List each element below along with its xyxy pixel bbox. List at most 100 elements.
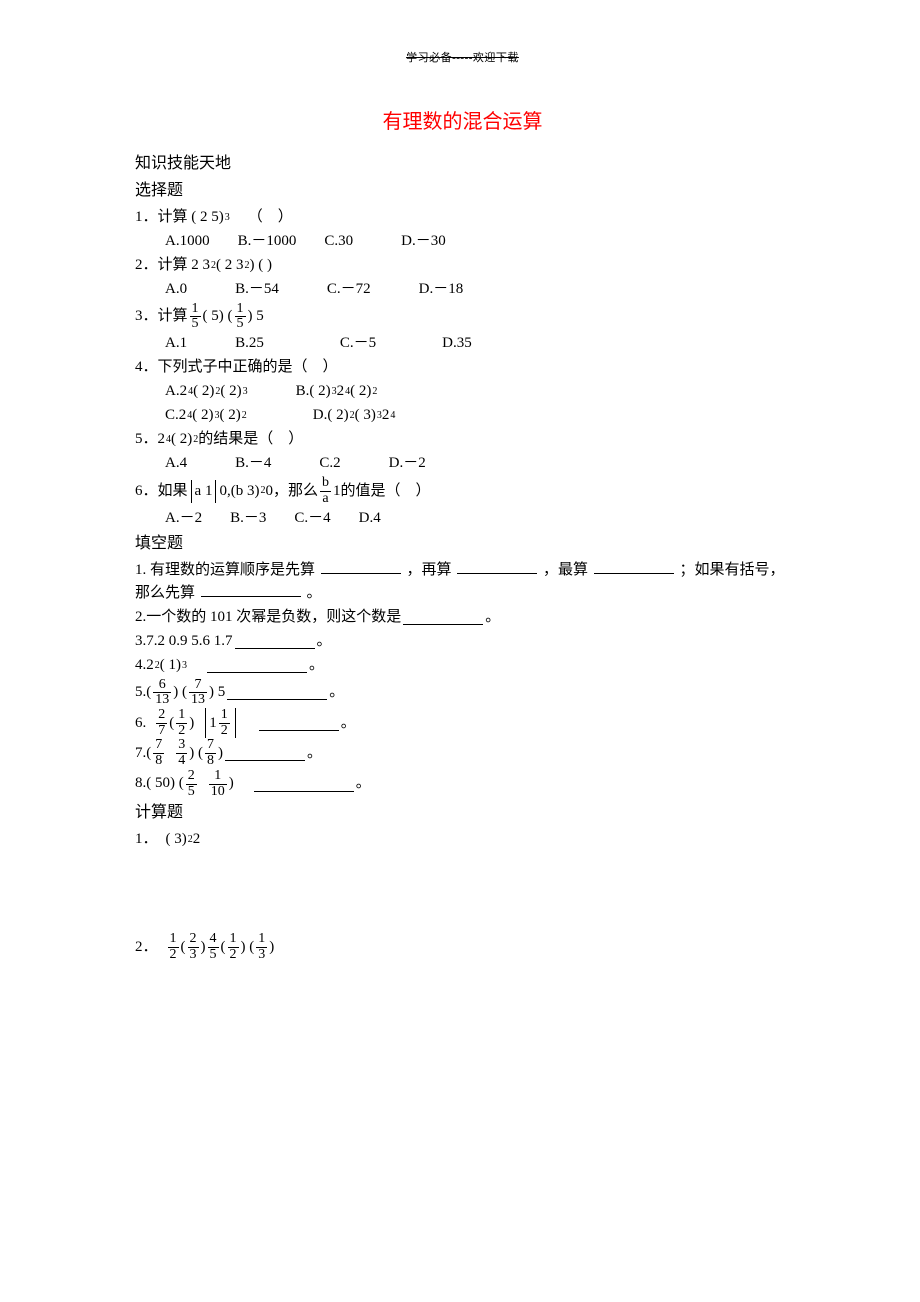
frac-den: a [320, 491, 330, 507]
frac-num: 1 [212, 769, 223, 784]
absolute-value: 1 1 2 [202, 708, 239, 738]
expr: ) 5 [209, 681, 225, 704]
fraction: 2 7 [156, 708, 167, 738]
fill-q3: 3. 7.2 0.9 5.6 1.7 。 [135, 630, 790, 654]
fill-q6: 6. 2 7 ( 1 2 ) 1 1 2 。 [135, 708, 790, 738]
frac-den: 3 [188, 947, 199, 963]
opt-label: A. [165, 380, 180, 403]
opt-d: D.－18 [419, 278, 464, 301]
abs-inner: a 1 [195, 480, 213, 503]
section-fill-blank: 填空题 [135, 532, 790, 557]
mc-q6-options: A.－2 B.－3 C.－4 D.4 [135, 506, 790, 530]
q-text: 1的值是（ ） [333, 480, 431, 503]
fill-q2: 2. 一个数的 101 次幂是负数，则这个数是 。 [135, 606, 790, 630]
opt-c: C.－5 [340, 332, 376, 355]
fill-q4: 4. 22 ( 1)3 。 [135, 654, 790, 678]
fraction: 1 2 [228, 932, 239, 962]
opt-label: B. [296, 380, 310, 403]
fill-q5: 5. ( 6 13 ) ( 7 13 ) 5 。 [135, 678, 790, 708]
opt-a: A.1 [165, 332, 187, 355]
mc-q4: 4． 下列式子中正确的是（ ） [135, 356, 790, 380]
opt-d: D.35 [442, 332, 472, 355]
exponent: 4 [390, 408, 395, 424]
frac-den: 13 [153, 692, 171, 708]
frac-num: 1 [235, 302, 246, 317]
abs-pre: 1 [209, 712, 217, 735]
opt-c: C.－72 [327, 278, 371, 301]
fraction: b a [320, 476, 331, 506]
blank [254, 777, 354, 792]
frac-den: 4 [176, 753, 187, 769]
page-header-strike: 学习必备-----欢迎下载 [135, 50, 790, 67]
fraction: 1 10 [209, 769, 227, 799]
expr: 2 [193, 828, 201, 851]
opt-d: D.－30 [401, 230, 446, 253]
frac-den: 2 [219, 723, 230, 739]
frac-num: b [320, 476, 331, 491]
expr: 2 [180, 380, 188, 403]
q-text: 。 [307, 742, 322, 765]
expr: ( 50) ( [146, 772, 184, 795]
q-text: 7.2 0.9 5.6 1.7 [146, 630, 232, 653]
opt-a: A.0 [165, 278, 187, 301]
fraction: 1 5 [235, 302, 246, 332]
frac-num: 4 [208, 932, 219, 947]
blank [227, 685, 327, 700]
q-text: 0，那么 [265, 480, 318, 503]
section-multiple-choice: 选择题 [135, 179, 790, 204]
calc-q1: 1． ( 3)2 2 [135, 828, 790, 852]
expr: ) [269, 936, 274, 959]
expr: ) [218, 742, 223, 765]
q-text: 。 [307, 585, 322, 601]
fraction: 1 2 [176, 708, 187, 738]
mc-q3: 3． 计算 1 5 ( 5) ( 1 5 ) 5 [135, 302, 790, 332]
section-calculation: 计算题 [135, 801, 790, 826]
expr: ( 2) [220, 380, 241, 403]
fraction: 7 8 [205, 738, 216, 768]
frac-num: 6 [157, 678, 168, 693]
q-text: ) ( ) [250, 254, 273, 277]
q-text: 计算 ( 2 5) [158, 206, 224, 229]
opt-c: C.30 [324, 230, 353, 253]
frac-den: 10 [209, 784, 227, 800]
expr: ) [229, 772, 234, 795]
expr: ( 2) [171, 428, 192, 451]
document-title: 有理数的混合运算 [135, 107, 790, 138]
expr: 2 [382, 404, 390, 427]
q-number: 2． [135, 254, 158, 277]
expr: 2 [146, 654, 154, 677]
expr: ( 3) [355, 404, 376, 427]
blank [201, 582, 301, 597]
opt-a: A.－2 [165, 507, 202, 530]
frac-den: 2 [176, 723, 187, 739]
expr: 2 [179, 404, 187, 427]
q-text: 计算 2 3 [158, 254, 211, 277]
frac-num: 1 [219, 708, 230, 723]
frac-num: 1 [228, 932, 239, 947]
exponent: 3 [243, 384, 248, 400]
expr: ( 2) [309, 380, 330, 403]
fill-q1: 1. 有理数的运算顺序是先算 ，再算 ，最算 ；如果有括号，那么先算 。 [135, 559, 790, 606]
q-paren: （ ） [248, 206, 293, 229]
expr: ) ( [189, 742, 203, 765]
expr: ( 2) [327, 404, 348, 427]
q-text: ，再算 [407, 562, 452, 578]
mc-q2: 2． 计算 2 3 2 ( 2 3 2 ) ( ) [135, 254, 790, 278]
frac-den: 13 [189, 692, 207, 708]
expr: ( [181, 936, 186, 959]
opt-a: A.4 [165, 452, 187, 475]
fraction: 1 5 [190, 302, 201, 332]
blank [403, 610, 483, 625]
blank [207, 658, 307, 673]
q-number: 4. [135, 654, 146, 677]
blank [259, 716, 339, 731]
fraction: 1 2 [168, 932, 179, 962]
q-number: 3． [135, 305, 158, 328]
fraction: 7 13 [189, 678, 207, 708]
calc-q2: 2． 1 2 ( 2 3 ) 4 5 ( 1 2 ) ( 1 3 ) [135, 932, 790, 962]
frac-den: 5 [190, 316, 201, 332]
fraction: 6 13 [153, 678, 171, 708]
q-number: 5. [135, 681, 146, 704]
q-number: 7. [135, 742, 146, 765]
expr: ( [146, 742, 151, 765]
